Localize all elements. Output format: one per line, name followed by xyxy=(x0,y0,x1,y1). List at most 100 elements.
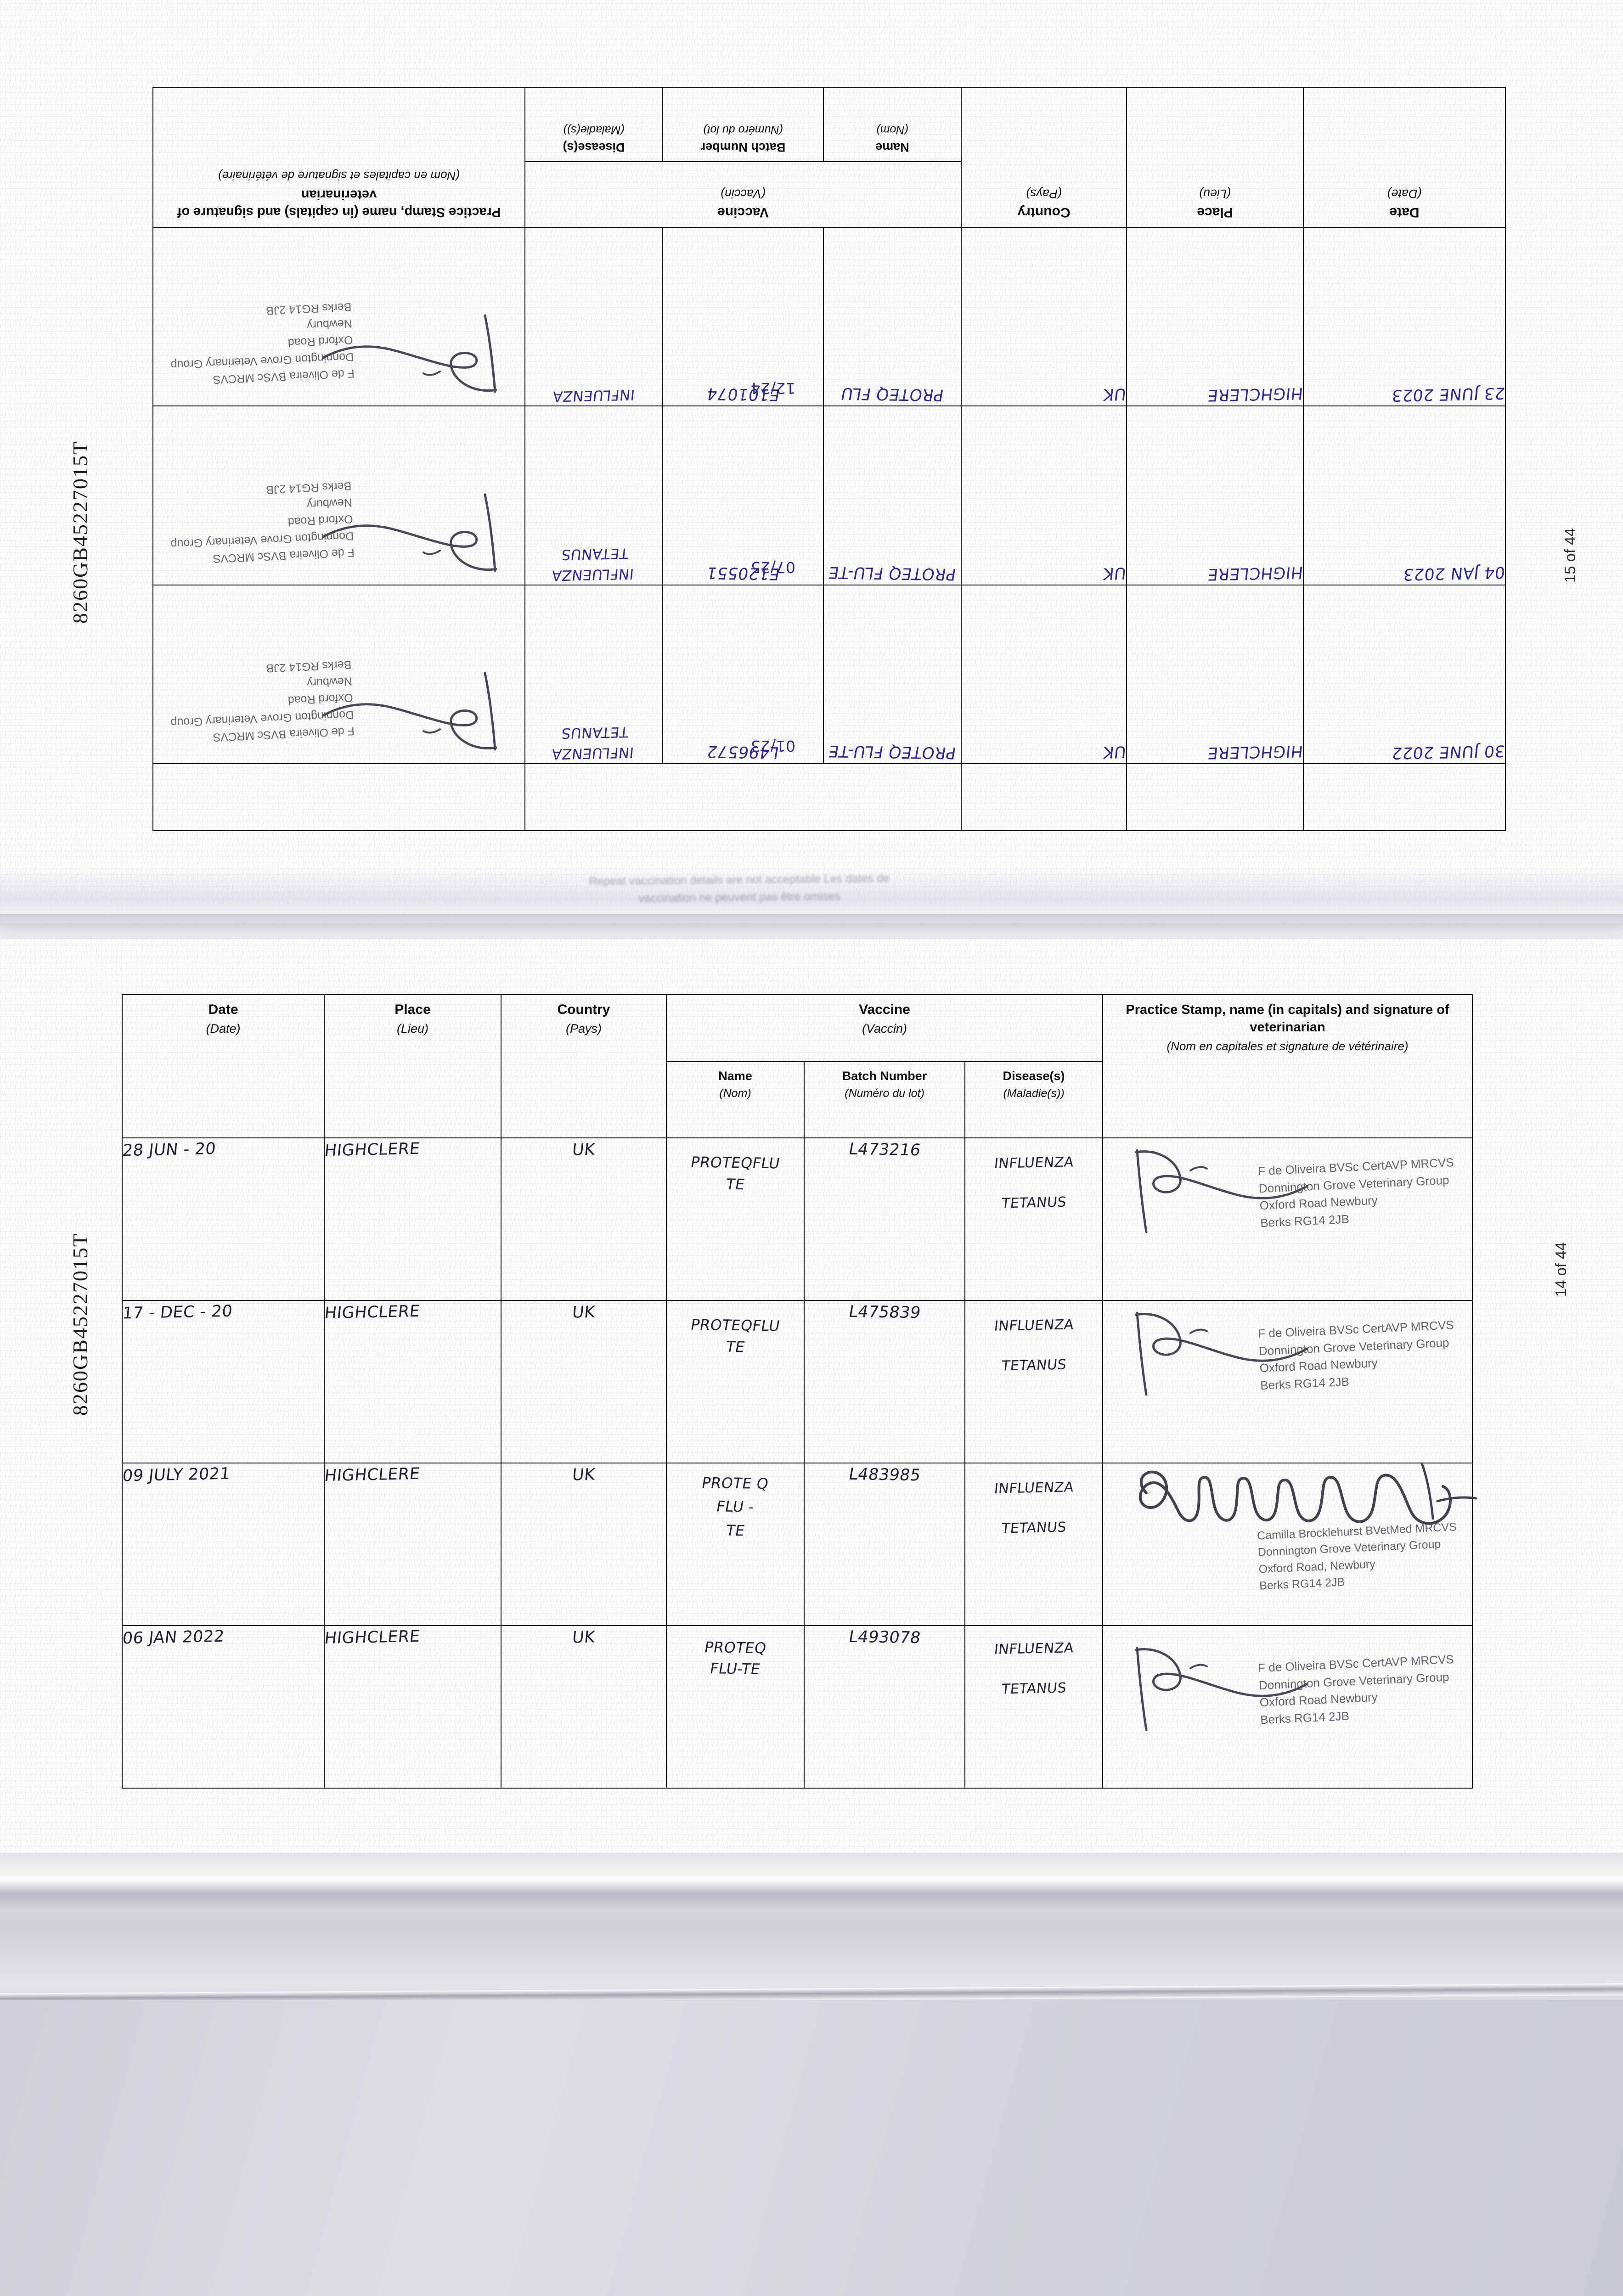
practice-stamp-text: F de Oliveira BVSc CertAVP MRCVS Donning… xyxy=(1257,1652,1454,1727)
cell-place: HIGHCLERE xyxy=(1127,585,1304,764)
header-place: Place (Lieu) xyxy=(1127,88,1303,228)
cell-batch-number: L493078 xyxy=(804,1625,965,1789)
page-number-bottom: 14 of 44 xyxy=(1552,1242,1569,1297)
batch-expiry: 01/23 xyxy=(750,737,795,755)
cell-vaccine-name: PROTEQ FLU xyxy=(823,227,961,406)
cell-diseases: INFLUENZA TETANUS xyxy=(964,1137,1103,1301)
cell-batch-number: L483985 xyxy=(804,1463,965,1626)
cell-date: 23 JUNE 2023 xyxy=(1303,227,1506,406)
cell-diseases: INFLUENZA TETANUS xyxy=(964,1625,1103,1789)
header-practice-stamp: Practice Stamp, name (in capitals) and s… xyxy=(1102,994,1473,1139)
cell-vaccine-name: PROTEQ FLU-TE xyxy=(823,406,961,585)
cell-country: UK xyxy=(501,1300,667,1464)
header-date: Date (Date) xyxy=(1303,88,1505,228)
fold-note-illegible: Repeat vaccination details are not accep… xyxy=(589,872,890,905)
cell-place: HIGHCLERE xyxy=(324,1137,502,1301)
cell-batch-number: L473216 xyxy=(804,1137,965,1301)
cell-diseases: INFLUENZA TETANUS xyxy=(524,406,663,585)
veterinarian-signature-icon xyxy=(1119,1305,1316,1401)
practice-stamp-text: F de Oliveira BVSc MRCVS Donnington Grov… xyxy=(170,479,355,565)
blank-cell xyxy=(961,764,1127,831)
cell-diseases: INFLUENZA TETANUS xyxy=(964,1463,1103,1626)
cell-batch-number: L496572 01/23 xyxy=(663,585,823,764)
scanner-bed-lower xyxy=(0,2000,1623,2296)
header-vaccine: Vaccine (Vaccin) xyxy=(524,161,961,228)
cell-practice-stamp: F de Oliveira BVSc CertAVP MRCVS Donning… xyxy=(1102,1137,1473,1301)
cell-country: UK xyxy=(501,1463,667,1626)
table-header-row: Date (Date) Place (Lieu) Country (Pays) … xyxy=(122,994,1473,1139)
cell-date: 28 JUN - 20 xyxy=(122,1137,325,1301)
cell-place: HIGHCLERE xyxy=(324,1463,502,1626)
veterinarian-signature-icon xyxy=(1119,1142,1316,1238)
veterinarian-signature-icon xyxy=(311,305,509,402)
blank-cell xyxy=(152,764,525,831)
cell-place: HIGHCLERE xyxy=(1127,406,1304,585)
cell-vaccine-name: PROTEQFLU TE xyxy=(666,1137,805,1301)
vaccination-table-page-14: Date (Date) Place (Lieu) Country (Pays) … xyxy=(122,994,1477,1789)
cell-batch-number: E120551 07/25 xyxy=(663,406,823,585)
scanner-bed-highlight xyxy=(0,1855,1623,1910)
cell-diseases: INFLUENZA xyxy=(524,227,663,406)
cell-batch-number: E101074 12/24 xyxy=(663,227,823,406)
table-row: 09 JULY 2021 HIGHCLERE UK PROTE Q FLU - … xyxy=(122,1462,1477,1626)
batch-expiry: 12/24 xyxy=(750,379,795,398)
vaccination-table-page-15: 30 JUNE 2022 HIGHCLERE UK PROTEQ FLU-TE … xyxy=(152,87,1506,831)
practice-stamp-text: F de Oliveira BVSc MRCVS Donnington Grov… xyxy=(170,658,355,744)
passport-page-14: 8260GB45227015T 14 of 44 Date (Date) Pla… xyxy=(0,939,1623,1853)
cell-diseases: INFLUENZA TETANUS xyxy=(964,1300,1103,1464)
cell-practice-stamp: F de Oliveira BVSc MRCVS Donnington Grov… xyxy=(152,406,525,585)
cell-vaccine-name: PROTE Q FLU - TE xyxy=(666,1463,805,1626)
header-batch-number: Batch Number (Numéro du lot) xyxy=(663,88,823,162)
header-country: Country (Pays) xyxy=(501,994,667,1139)
veterinarian-signature-icon xyxy=(311,663,509,760)
cell-practice-stamp: F de Oliveira BVSc CertAVP MRCVS Donning… xyxy=(1102,1625,1473,1789)
cell-place: HIGHCLERE xyxy=(1127,227,1304,406)
page-15-rotated-content: 30 JUNE 2022 HIGHCLERE UK PROTEQ FLU-TE … xyxy=(0,0,1623,923)
cell-batch-number: L475839 xyxy=(804,1300,965,1464)
batch-expiry: 07/25 xyxy=(750,558,795,576)
header-vaccine-name: Name (Nom) xyxy=(823,88,961,162)
header-batch-number: Batch Number (Numéro du lot) xyxy=(804,1061,965,1139)
cell-date: 30 JUNE 2022 xyxy=(1303,585,1506,764)
cell-vaccine-name: PROTEQ FLU-TE xyxy=(666,1625,805,1789)
cell-date: 04 JAN 2023 xyxy=(1303,406,1506,585)
blank-cell xyxy=(1303,764,1505,831)
cell-vaccine-name: PROTEQFLU TE xyxy=(666,1300,805,1464)
cell-practice-stamp: F de Oliveira BVSc MRCVS Donnington Grov… xyxy=(152,227,525,406)
cell-country: UK xyxy=(961,406,1127,585)
veterinarian-signature-icon xyxy=(1119,1640,1316,1736)
passport-page-15: 8260GB45227015T 15 of 44 30 JU xyxy=(0,0,1623,923)
practice-stamp-text: F de Oliveira BVSc MRCVS Donnington Grov… xyxy=(170,300,355,387)
table-subheader-row: Name (Nom) Batch Number (Numéro du lot) … xyxy=(122,1061,1472,1139)
cell-date: 09 JULY 2021 xyxy=(122,1463,325,1626)
cell-place: HIGHCLERE xyxy=(324,1625,502,1789)
header-diseases: Disease(s) (Maladie(s)) xyxy=(964,1061,1103,1139)
cell-practice-stamp: F de Oliveira BVSc MRCVS Donnington Grov… xyxy=(152,585,525,764)
table-header-row: Date (Date) Place (Lieu) Country (Pays) … xyxy=(152,88,1505,228)
cell-diseases: INFLUENZA TETANUS xyxy=(524,585,663,764)
header-date: Date (Date) xyxy=(122,994,325,1139)
blank-cell xyxy=(524,764,961,831)
table-row: 04 JAN 2023 HIGHCLERE UK PROTEQ FLU-TE E… xyxy=(152,406,1506,585)
cell-date: 17 - DEC - 20 xyxy=(122,1300,325,1464)
header-vaccine: Vaccine (Vaccin) xyxy=(666,994,1103,1063)
practice-stamp-text: Camilla Brocklehurst BVetMed MRCVS Donni… xyxy=(1257,1520,1457,1593)
table-row: 23 JUNE 2023 HIGHCLERE UK PROTEQ FLU E10… xyxy=(152,227,1506,406)
practice-stamp-text: F de Oliveira BVSc CertAVP MRCVS Donning… xyxy=(1257,1155,1454,1230)
practice-stamp-text: F de Oliveira BVSc CertAVP MRCVS Donning… xyxy=(1257,1318,1454,1393)
cell-country: UK xyxy=(961,227,1127,406)
table-row: 06 JAN 2022 HIGHCLERE UK PROTEQ FLU-TE L… xyxy=(122,1625,1473,1789)
cell-practice-stamp: F de Oliveira BVSc CertAVP MRCVS Donning… xyxy=(1102,1300,1473,1464)
header-place: Place (Lieu) xyxy=(324,994,502,1139)
cell-country: UK xyxy=(501,1625,667,1789)
cell-date: 06 JAN 2022 xyxy=(122,1625,325,1789)
veterinarian-signature-icon xyxy=(311,484,509,581)
cell-vaccine-name: PROTEQ FLU-TE xyxy=(823,585,961,764)
header-practice-stamp: Practice Stamp, name (in capitals) and s… xyxy=(152,88,525,228)
veterinarian-signature-icon xyxy=(1119,1457,1532,1544)
cell-country: UK xyxy=(501,1137,667,1301)
cell-practice-stamp: Camilla Brocklehurst BVetMed MRCVS Donni… xyxy=(1102,1462,1477,1626)
cell-place: HIGHCLERE xyxy=(324,1300,502,1464)
cell-country: UK xyxy=(961,585,1127,764)
table-row: 17 - DEC - 20 HIGHCLERE UK PROTEQFLU TE … xyxy=(122,1300,1473,1464)
